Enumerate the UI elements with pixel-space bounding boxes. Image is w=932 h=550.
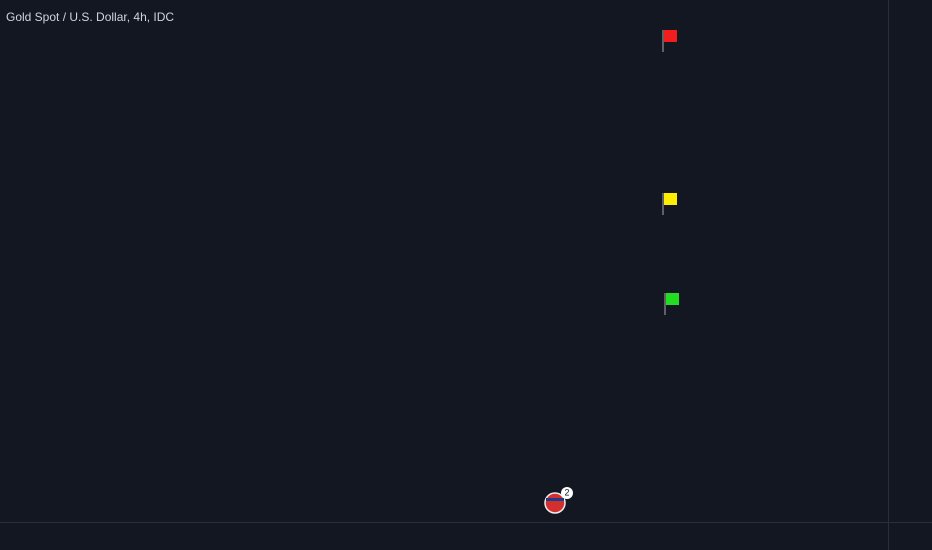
event-badge [561,487,573,499]
flag [666,293,679,305]
flag-yellow [662,193,677,215]
flag [664,193,677,205]
flag-green [664,293,679,315]
event-badge-count: 2 [564,487,569,497]
event-flag-stripe [546,498,564,501]
flag-red [662,30,677,52]
flag [664,30,677,42]
chart-title: Gold Spot / U.S. Dollar, 4h, IDC [6,10,174,24]
event-icon[interactable]: 2 [544,487,573,514]
